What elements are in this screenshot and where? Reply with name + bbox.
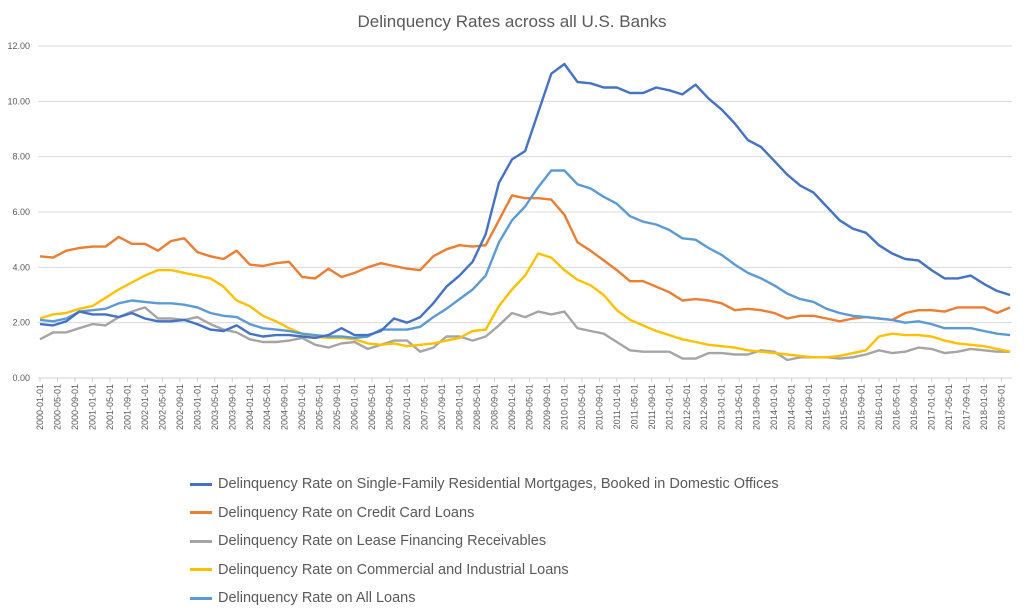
x-tick-label: 2005-05-01 bbox=[315, 384, 325, 430]
series-lines bbox=[39, 62, 1011, 362]
y-tick-label: 12.00 bbox=[7, 41, 30, 51]
x-tick-label: 2012-01-01 bbox=[664, 384, 674, 430]
x-tick-label: 2010-05-01 bbox=[577, 384, 587, 430]
x-tick-label: 2006-09-01 bbox=[385, 384, 395, 430]
x-tick-label: 2007-05-01 bbox=[420, 384, 430, 430]
x-tick-label: 2015-05-01 bbox=[839, 384, 849, 430]
x-tick-label: 2003-05-01 bbox=[210, 384, 220, 430]
x-tick-label: 2004-09-01 bbox=[280, 384, 290, 430]
series-line-3 bbox=[39, 252, 1011, 359]
x-tick-label: 2008-01-01 bbox=[455, 384, 465, 430]
x-tick-label: 2013-01-01 bbox=[717, 384, 727, 430]
x-tick-label: 2000-05-01 bbox=[52, 384, 62, 430]
x-tick-label: 2001-05-01 bbox=[105, 384, 115, 430]
legend-label: Delinquency Rate on Single-Family Reside… bbox=[218, 476, 779, 493]
y-axis: 0.00 2.00 4.00 6.00 8.00 10.00 12.00 bbox=[7, 41, 30, 383]
legend-label: Delinquency Rate on Commercial and Indus… bbox=[218, 561, 569, 578]
x-tick-label: 2014-05-01 bbox=[787, 384, 797, 430]
x-tick-label: 2007-01-01 bbox=[402, 384, 412, 430]
x-tick-label: 2014-01-01 bbox=[769, 384, 779, 430]
x-tick-label: 2015-01-01 bbox=[822, 384, 832, 430]
x-tick-label: 2007-09-01 bbox=[437, 384, 447, 430]
x-tick-label: 2005-01-01 bbox=[297, 384, 307, 430]
x-tick-label: 2001-01-01 bbox=[87, 384, 97, 430]
y-tick-label: 6.00 bbox=[12, 207, 30, 217]
x-tick-label: 2000-01-01 bbox=[35, 384, 45, 430]
x-tick-label: 2006-05-01 bbox=[367, 384, 377, 430]
legend-swatch bbox=[190, 568, 212, 572]
x-tick-label: 2009-09-01 bbox=[542, 384, 552, 430]
x-tick-label: 2008-05-01 bbox=[472, 384, 482, 430]
series-line-2 bbox=[39, 306, 1011, 362]
series-line-1 bbox=[39, 194, 1011, 323]
x-tick-label: 2017-09-01 bbox=[961, 384, 971, 430]
x-tick-label: 2016-01-01 bbox=[874, 384, 884, 430]
legend-swatch bbox=[190, 511, 212, 515]
gridlines bbox=[38, 45, 1012, 379]
x-tick-label: 2011-05-01 bbox=[629, 384, 639, 429]
x-tick-label: 2017-05-01 bbox=[944, 384, 954, 430]
legend-swatch bbox=[190, 596, 212, 600]
x-tick-label: 2011-09-01 bbox=[647, 384, 657, 429]
x-tick-label: 2010-01-01 bbox=[559, 384, 569, 430]
x-tick-label: 2017-01-01 bbox=[926, 384, 936, 430]
x-tick-label: 2015-09-01 bbox=[857, 384, 867, 430]
legend-label: Delinquency Rate on All Loans bbox=[218, 590, 416, 607]
x-tick-label: 2012-05-01 bbox=[682, 384, 692, 430]
legend-entry: Delinquency Rate on Credit Card Loans bbox=[190, 499, 779, 528]
legend-entry: Delinquency Rate on Single-Family Reside… bbox=[190, 470, 779, 499]
x-tick-label: 2011-01-01 bbox=[612, 384, 622, 429]
x-tick-label: 2002-05-01 bbox=[157, 384, 167, 430]
x-tick-label: 2009-01-01 bbox=[507, 384, 517, 430]
y-tick-label: 10.00 bbox=[7, 96, 30, 106]
x-tick-label: 2008-09-01 bbox=[489, 384, 499, 430]
x-tick-label: 2010-09-01 bbox=[594, 384, 604, 430]
legend-entry: Delinquency Rate on Lease Financing Rece… bbox=[190, 527, 779, 556]
legend-entry: Delinquency Rate on Commercial and Indus… bbox=[190, 556, 779, 585]
x-tick-label: 2000-09-01 bbox=[70, 384, 80, 430]
x-tick-label: 2012-09-01 bbox=[699, 384, 709, 430]
legend-swatch bbox=[190, 482, 212, 486]
x-axis: 2000-01-01 2000-05-01 2000-09-01 2001-01-01… bbox=[35, 378, 1006, 430]
y-tick-label: 8.00 bbox=[12, 152, 30, 162]
x-tick-label: 2013-05-01 bbox=[734, 384, 744, 430]
x-tick-label: 2002-01-01 bbox=[140, 384, 150, 430]
legend-swatch bbox=[190, 539, 212, 543]
x-tick-label: 2016-05-01 bbox=[892, 384, 902, 430]
series-line-4 bbox=[39, 169, 1011, 340]
y-tick-label: 0.00 bbox=[12, 373, 30, 383]
x-tick-label: 2014-09-01 bbox=[804, 384, 814, 430]
legend-label: Delinquency Rate on Lease Financing Rece… bbox=[218, 533, 547, 550]
chart-title: Delinquency Rates across all U.S. Banks bbox=[358, 12, 667, 31]
x-tick-label: 2013-09-01 bbox=[752, 384, 762, 430]
y-tick-label: 2.00 bbox=[12, 318, 30, 328]
x-tick-label: 2016-09-01 bbox=[909, 384, 919, 430]
legend: Delinquency Rate on Single-Family Reside… bbox=[190, 470, 779, 613]
x-tick-label: 2018-05-01 bbox=[996, 384, 1006, 430]
x-tick-label: 2001-09-01 bbox=[122, 384, 132, 430]
x-tick-label: 2002-09-01 bbox=[175, 384, 185, 430]
series-line-0 bbox=[39, 62, 1011, 340]
x-tick-label: 2018-01-01 bbox=[979, 384, 989, 430]
y-tick-label: 4.00 bbox=[12, 262, 30, 272]
x-tick-label: 2006-01-01 bbox=[350, 384, 360, 430]
x-tick-label: 2005-09-01 bbox=[332, 384, 342, 430]
legend-label: Delinquency Rate on Credit Card Loans bbox=[218, 504, 475, 521]
legend-entry: Delinquency Rate on All Loans bbox=[190, 584, 779, 613]
x-tick-label: 2004-01-01 bbox=[245, 384, 255, 430]
x-tick-label: 2003-01-01 bbox=[192, 384, 202, 430]
x-tick-label: 2004-05-01 bbox=[262, 384, 272, 430]
x-tick-label: 2009-05-01 bbox=[524, 384, 534, 430]
x-tick-label: 2003-09-01 bbox=[227, 384, 237, 430]
